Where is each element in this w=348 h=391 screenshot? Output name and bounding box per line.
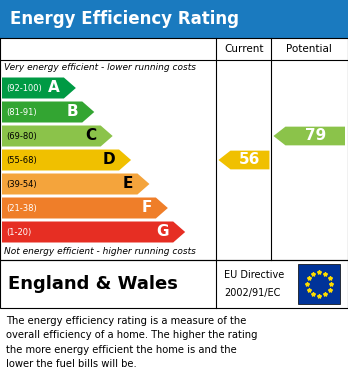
Text: (39-54): (39-54) xyxy=(6,179,37,188)
Text: (1-20): (1-20) xyxy=(6,228,31,237)
Text: Not energy efficient - higher running costs: Not energy efficient - higher running co… xyxy=(4,248,196,256)
Text: C: C xyxy=(86,129,97,143)
Text: Very energy efficient - lower running costs: Very energy efficient - lower running co… xyxy=(4,63,196,72)
Text: (81-91): (81-91) xyxy=(6,108,37,117)
Text: 56: 56 xyxy=(239,152,261,167)
Polygon shape xyxy=(2,197,168,219)
Text: (55-68): (55-68) xyxy=(6,156,37,165)
Text: D: D xyxy=(102,152,115,167)
Text: (69-80): (69-80) xyxy=(6,131,37,140)
Text: EU Directive: EU Directive xyxy=(224,270,285,280)
Text: B: B xyxy=(66,104,78,120)
Polygon shape xyxy=(2,126,113,147)
Polygon shape xyxy=(2,102,94,122)
Text: England & Wales: England & Wales xyxy=(8,275,178,293)
Bar xyxy=(0,260,348,308)
Text: Current: Current xyxy=(224,44,264,54)
Text: A: A xyxy=(48,81,60,95)
Text: Energy Efficiency Rating: Energy Efficiency Rating xyxy=(10,10,239,28)
Polygon shape xyxy=(274,127,345,145)
Text: E: E xyxy=(123,176,133,192)
Polygon shape xyxy=(2,174,149,194)
Bar xyxy=(299,264,340,304)
Bar xyxy=(0,0,348,38)
Text: The energy efficiency rating is a measure of the
overall efficiency of a home. T: The energy efficiency rating is a measur… xyxy=(6,316,258,369)
Text: G: G xyxy=(157,224,169,240)
Text: F: F xyxy=(142,201,152,215)
Polygon shape xyxy=(2,149,131,170)
Text: 2002/91/EC: 2002/91/EC xyxy=(224,288,281,298)
Text: (21-38): (21-38) xyxy=(6,203,37,212)
Polygon shape xyxy=(219,151,269,169)
Text: Potential: Potential xyxy=(286,44,332,54)
Polygon shape xyxy=(2,77,76,99)
Polygon shape xyxy=(2,221,185,242)
Text: 79: 79 xyxy=(304,129,326,143)
Text: (92-100): (92-100) xyxy=(6,84,42,93)
